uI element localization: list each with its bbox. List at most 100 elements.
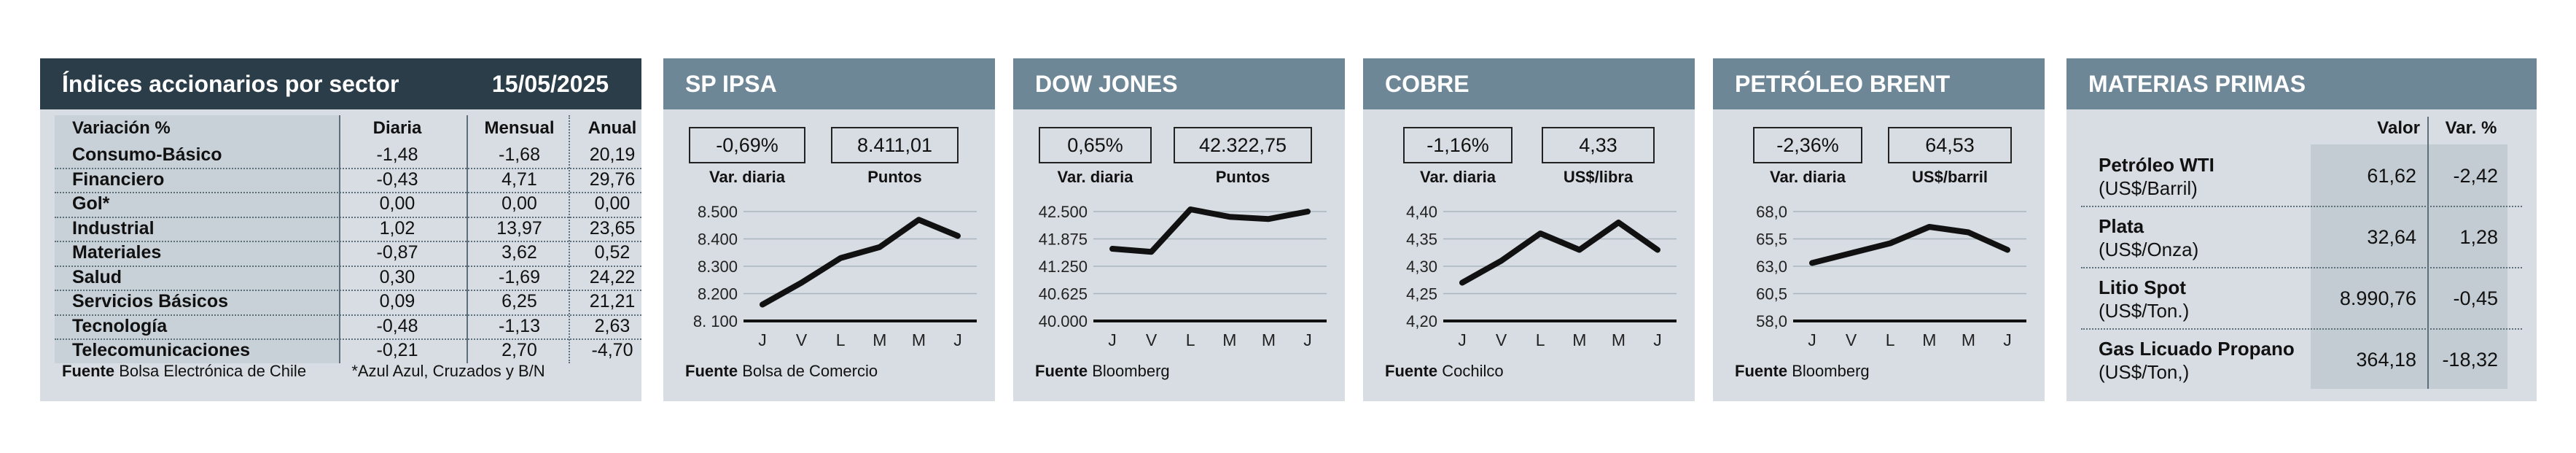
sector-shade bbox=[55, 115, 339, 363]
col-anual: Anual bbox=[588, 118, 637, 138]
diaria-value: 0,09 bbox=[379, 291, 415, 311]
chart-panel-cobre: COBRE -1,16% 4,33 Var. diaria US$/libra … bbox=[1363, 58, 1695, 401]
x-tick-label: M bbox=[1572, 330, 1586, 349]
y-tick-label: 41.875 bbox=[1039, 231, 1088, 249]
x-tick-label: M bbox=[912, 330, 926, 349]
row-divider bbox=[55, 241, 641, 242]
commodity-value: 364,18 bbox=[2356, 349, 2416, 371]
y-tick-label: 42.500 bbox=[1039, 203, 1088, 221]
diaria-value: -0,21 bbox=[376, 340, 418, 360]
diaria-value: -0,87 bbox=[376, 242, 418, 263]
sector-col-divider bbox=[467, 115, 468, 363]
col-mensual: Mensual bbox=[484, 118, 555, 138]
commodity-value: 61,62 bbox=[2367, 165, 2416, 187]
mensual-value: 3,62 bbox=[501, 242, 537, 263]
series-line bbox=[1109, 206, 1311, 255]
mensual-value: -1,69 bbox=[499, 266, 540, 287]
sector-note: *Azul Azul, Cruzados y B/N bbox=[351, 362, 545, 380]
y-tick-label: 8.400 bbox=[698, 231, 738, 249]
chart-source: Fuente Cochilco bbox=[1385, 362, 1504, 381]
commodity-var: -2,42 bbox=[2453, 165, 2498, 187]
anual-value: 23,65 bbox=[589, 217, 636, 239]
y-tick-label: 41.250 bbox=[1039, 258, 1088, 276]
materias-panel: MATERIAS PRIMAS Valor Var. % Petróleo WT… bbox=[2066, 58, 2537, 401]
row-divider bbox=[55, 338, 641, 340]
commodity-name: Litio Spot bbox=[2099, 276, 2186, 298]
anual-value: 21,21 bbox=[589, 291, 636, 311]
commodity-unit: (US$/Ton.) bbox=[2099, 300, 2190, 322]
source-label: Fuente bbox=[685, 362, 738, 380]
mensual-value: -1,68 bbox=[499, 144, 540, 165]
var-diaria-label: Var. diaria bbox=[1770, 168, 1846, 186]
value-box: 42.322,75 bbox=[1174, 127, 1312, 163]
brent-line-chart: 68,0 65,5 63,0 60,5 58,0 J V L M M J bbox=[1756, 203, 2026, 349]
commodity-var: 1,28 bbox=[2459, 226, 2498, 248]
y-tick-label: 40.625 bbox=[1039, 285, 1088, 303]
row-divider bbox=[55, 216, 641, 218]
table-row: Gol* 0,00 0,00 0,00 bbox=[40, 192, 641, 216]
x-tick-label: J bbox=[1808, 330, 1816, 349]
x-tick-label: V bbox=[1496, 330, 1507, 349]
chart-panel-ipsa: SP IPSA -0,69% 8.411,01 Var. diaria Punt… bbox=[663, 58, 995, 401]
col-valor: Valor bbox=[2377, 118, 2420, 138]
table-row: Servicios Básicos 0,09 6,25 21,21 bbox=[40, 290, 641, 314]
diaria-value: -0,43 bbox=[376, 169, 418, 190]
y-tick-label: 4,40 bbox=[1406, 203, 1437, 221]
row-divider bbox=[2081, 267, 2522, 268]
anual-value: 0,52 bbox=[594, 242, 631, 263]
sector-name: Gol* bbox=[72, 193, 110, 214]
var-diaria-box: -1,16% bbox=[1403, 127, 1513, 163]
series-line bbox=[760, 217, 961, 308]
x-tick-label: J bbox=[953, 330, 962, 349]
chart-source: Fuente Bloomberg bbox=[1035, 362, 1170, 381]
y-tick-label: 8. 100 bbox=[693, 312, 738, 330]
mensual-value: 6,25 bbox=[501, 291, 537, 311]
commodity-name: Gas Licuado Propano bbox=[2099, 338, 2295, 360]
y-tick-label: 65,5 bbox=[1756, 231, 1787, 249]
col-var: Var. % bbox=[2445, 118, 2497, 138]
y-tick-label: 8.500 bbox=[698, 203, 738, 221]
x-tick-label: M bbox=[1962, 330, 1975, 349]
sector-name: Consumo-Básico bbox=[72, 144, 222, 165]
cobre-line-chart: 4,40 4,35 4,30 4,25 4,20 J V L M M J bbox=[1406, 203, 1677, 349]
table-row: Consumo-Básico -1,48 -1,68 20,19 bbox=[40, 143, 641, 167]
table-row: Materiales -0,87 3,62 0,52 bbox=[40, 241, 641, 265]
mensual-value: -1,13 bbox=[499, 315, 540, 336]
y-tick-label: 40.000 bbox=[1039, 312, 1088, 330]
table-row: Salud 0,30 -1,69 24,22 bbox=[40, 266, 641, 290]
materias-col-divider bbox=[2427, 117, 2429, 389]
materias-shade bbox=[2311, 144, 2507, 389]
row-divider bbox=[55, 167, 641, 169]
table-row: Telecomunicaciones -0,21 2,70 -4,70 bbox=[40, 338, 641, 363]
y-tick-label: 4,25 bbox=[1406, 285, 1437, 303]
chart-source: Fuente Bolsa de Comercio bbox=[685, 362, 878, 381]
list-item: Petróleo WTI (US$/Barril) bbox=[2099, 153, 2214, 200]
mensual-value: 0,00 bbox=[501, 193, 537, 214]
commodity-unit: (US$/Ton,) bbox=[2099, 361, 2190, 383]
var-diaria-box: -0,69% bbox=[689, 127, 805, 163]
y-tick-label: 4,30 bbox=[1406, 258, 1437, 276]
x-tick-label: J bbox=[1303, 330, 1312, 349]
mensual-value: 13,97 bbox=[496, 217, 542, 239]
source-text: Bolsa Electrónica de Chile bbox=[119, 362, 307, 380]
anual-value: 29,76 bbox=[589, 169, 636, 190]
list-item: Plata (US$/Onza) bbox=[2099, 214, 2198, 261]
y-tick-label: 60,5 bbox=[1756, 285, 1787, 303]
x-tick-label: M bbox=[1222, 330, 1236, 349]
commodity-unit: (US$/Onza) bbox=[2099, 239, 2199, 260]
commodity-name: Petróleo WTI bbox=[2099, 154, 2214, 176]
anual-value: -4,70 bbox=[591, 340, 633, 360]
y-tick-label: 8.300 bbox=[698, 258, 738, 276]
list-item: Litio Spot (US$/Ton.) bbox=[2099, 276, 2189, 322]
list-item: Gas Licuado Propano (US$/Ton,) bbox=[2099, 337, 2295, 384]
sector-name: Financiero bbox=[72, 169, 165, 190]
source-text: Bloomberg bbox=[1092, 362, 1170, 380]
value-box: 8.411,01 bbox=[831, 127, 959, 163]
source-text: Bolsa de Comercio bbox=[742, 362, 878, 380]
source-label: Fuente bbox=[1385, 362, 1438, 380]
x-tick-label: M bbox=[1922, 330, 1936, 349]
x-tick-label: V bbox=[1146, 330, 1158, 349]
y-tick-label: 4,20 bbox=[1406, 312, 1437, 330]
value-label: Puntos bbox=[867, 168, 922, 186]
ipsa-line-chart: 8.500 8.400 8.300 8.200 8. 100 J V L M M J bbox=[693, 203, 977, 349]
